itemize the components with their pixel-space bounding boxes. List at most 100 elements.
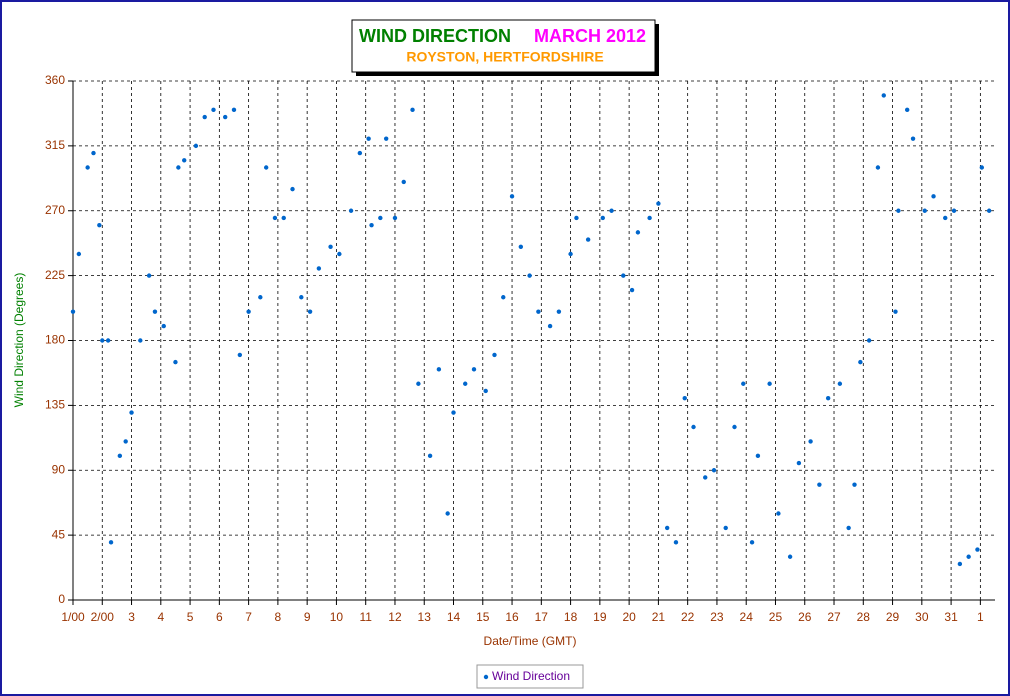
data-point — [445, 511, 450, 516]
data-point — [223, 114, 228, 120]
data-point — [536, 309, 541, 314]
data-point — [796, 460, 802, 466]
data-point — [979, 165, 985, 170]
data-point — [893, 309, 898, 314]
x-tick-label: 21 — [652, 610, 666, 624]
data-point — [237, 352, 243, 358]
x-tick-label: 23 — [710, 610, 724, 624]
chart-subtitle: ROYSTON, HERTFORDSHIRE — [406, 49, 603, 65]
data-point — [881, 93, 886, 98]
data-point — [922, 208, 927, 213]
data-point — [272, 215, 278, 221]
data-point — [161, 323, 166, 329]
data-point — [629, 287, 635, 293]
y-tick-label: 270 — [45, 203, 65, 217]
data-point — [492, 352, 497, 358]
legend-box — [476, 664, 584, 689]
y-tick-label: 90 — [52, 462, 66, 476]
data-point — [673, 540, 679, 545]
x-tick-label: 27 — [827, 610, 841, 624]
data-point — [703, 475, 708, 480]
data-point — [263, 165, 269, 170]
data-point — [427, 453, 433, 459]
data-point — [70, 309, 76, 314]
data-point — [943, 215, 948, 221]
data-point — [910, 136, 916, 141]
x-tick-label: 9 — [304, 610, 311, 624]
data-point — [741, 381, 746, 386]
data-point — [568, 251, 573, 257]
data-point — [173, 359, 178, 365]
data-point — [501, 295, 506, 300]
x-tick-label: 10 — [330, 610, 344, 624]
data-point — [328, 244, 333, 249]
x-tick-label: 22 — [681, 610, 695, 624]
data-point — [182, 158, 187, 163]
data-point — [451, 410, 456, 415]
data-point — [366, 136, 371, 141]
data-point — [117, 453, 123, 459]
data-point — [904, 107, 910, 113]
legend-marker — [483, 674, 489, 680]
x-tick-label: 15 — [476, 610, 490, 624]
data-point — [635, 230, 641, 235]
data-point — [392, 215, 398, 221]
data-point — [723, 525, 728, 531]
data-point — [518, 244, 524, 249]
chart-title-period: MARCH 2012 — [534, 26, 646, 46]
data-point — [951, 208, 957, 213]
data-point — [316, 266, 322, 271]
x-tick-label: 28 — [857, 610, 871, 624]
x-tick-label: 16 — [505, 610, 519, 624]
data-point — [846, 525, 851, 531]
data-point — [299, 295, 304, 300]
data-point — [211, 107, 216, 113]
data-point — [787, 554, 793, 559]
x-tick-label: 17 — [535, 610, 549, 624]
x-tick-label: 26 — [798, 610, 812, 624]
data-point — [416, 381, 421, 386]
y-tick-label: 45 — [52, 527, 66, 541]
data-point — [348, 208, 354, 213]
data-point — [357, 150, 363, 156]
data-point — [202, 114, 207, 120]
data-point — [647, 215, 652, 221]
x-tick-label: 8 — [275, 610, 282, 624]
data-point — [585, 237, 591, 242]
data-point — [436, 367, 442, 372]
data-point — [858, 359, 863, 365]
data-point — [896, 208, 901, 213]
data-point — [410, 107, 415, 113]
y-axis-label: Wind Direction (Degrees) — [12, 273, 26, 408]
data-point — [108, 540, 114, 545]
data-point — [866, 338, 872, 343]
x-tick-label: 14 — [447, 610, 461, 624]
data-point — [193, 143, 199, 149]
data-point — [231, 107, 237, 113]
data-point — [471, 367, 477, 372]
data-point — [509, 194, 515, 199]
x-tick-label: 13 — [418, 610, 432, 624]
title-box — [351, 19, 656, 73]
data-point — [337, 251, 342, 257]
data-point — [837, 381, 843, 386]
x-tick-label: 2/00 — [91, 610, 115, 624]
data-point — [767, 381, 772, 386]
data-point — [91, 150, 96, 156]
data-point — [574, 215, 579, 221]
data-point — [732, 424, 737, 430]
data-point — [957, 561, 963, 567]
data-point — [307, 309, 313, 314]
x-tick-label: 6 — [216, 610, 223, 624]
data-point — [776, 511, 781, 516]
data-point — [105, 338, 111, 343]
data-point — [852, 482, 857, 487]
data-point — [600, 215, 605, 221]
data-point — [556, 309, 562, 314]
data-point — [986, 208, 992, 213]
data-point — [808, 439, 813, 444]
x-axis-label: Date/Time (GMT) — [484, 634, 577, 648]
data-point — [369, 222, 374, 228]
data-point — [621, 273, 626, 278]
